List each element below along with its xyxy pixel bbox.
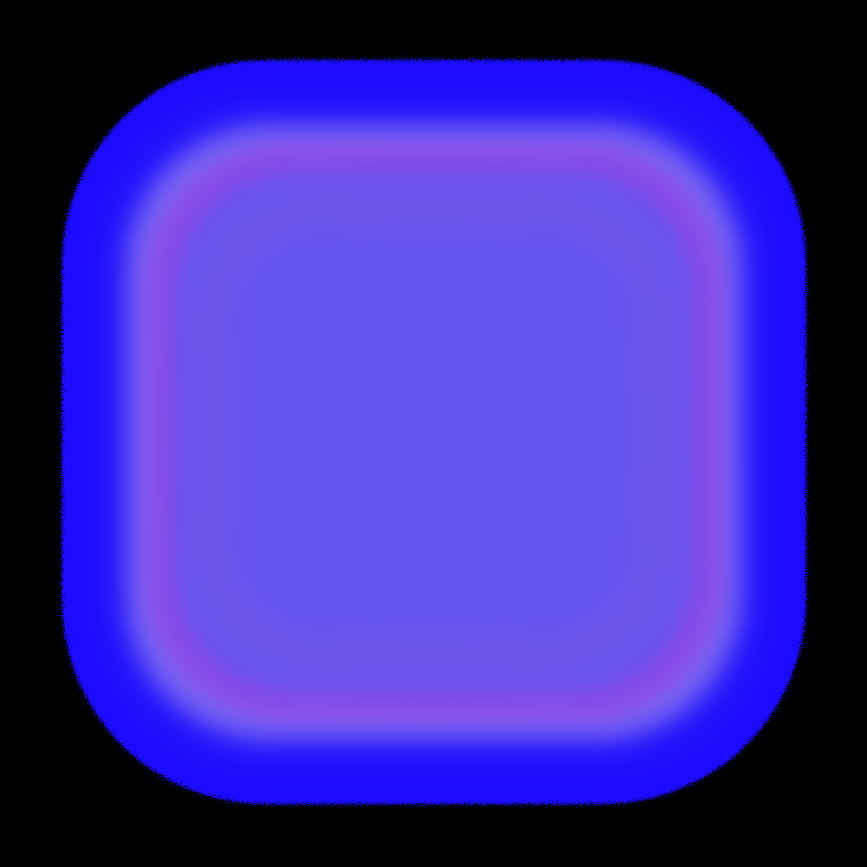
interior-ring-dark (243, 241, 625, 623)
band-light-periwinkle (114, 112, 754, 752)
edge-band-blue (68, 66, 800, 798)
interior-ring-light (263, 261, 605, 603)
glow-orb (64, 62, 804, 802)
interior-ring-dark (283, 281, 585, 583)
interior-ring-light (303, 301, 565, 563)
interior-ring-dark (363, 361, 505, 503)
interior-ring-dark (323, 321, 545, 543)
edge-fringe-deep-blue (64, 62, 804, 802)
interior-ring-light (183, 181, 685, 683)
band-magenta-speckle (142, 140, 726, 724)
interior-ring-light (343, 341, 525, 523)
band-mauve-inner (192, 190, 676, 674)
